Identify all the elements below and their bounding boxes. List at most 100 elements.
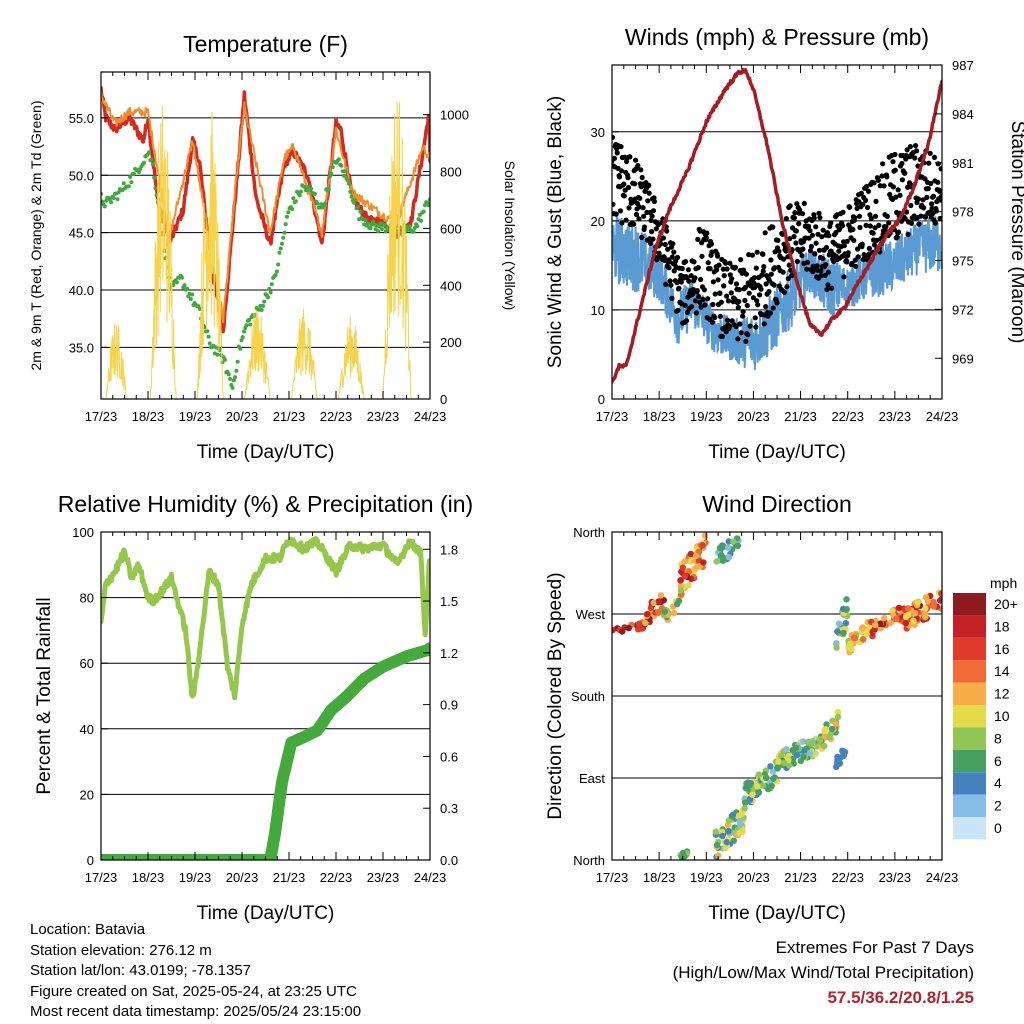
x-tick-label: 24/23	[414, 409, 447, 424]
gust-point	[817, 215, 823, 221]
gust-point	[816, 247, 823, 253]
dewpoint-point	[153, 186, 158, 190]
dewpoint-point	[129, 180, 134, 185]
x-tick-label: 23/23	[367, 870, 400, 885]
gust-point	[776, 248, 782, 254]
dewpoint-point	[248, 322, 253, 327]
gust-point	[816, 210, 822, 216]
gust-point	[738, 330, 744, 336]
direction-point	[793, 752, 801, 759]
dewpoint-point	[290, 207, 295, 212]
gust-point	[633, 157, 639, 163]
gust-point	[896, 229, 902, 235]
gust-point	[724, 266, 730, 272]
gust-point	[678, 279, 684, 285]
direction-point	[715, 852, 722, 859]
gust-point	[758, 286, 764, 292]
direction-point	[713, 558, 720, 565]
gust-point	[921, 205, 927, 211]
gust-point	[757, 292, 763, 298]
gust-point	[637, 195, 643, 201]
dewpoint-point	[330, 165, 335, 170]
recent-timestamp: Most recent data timestamp: 2025/05/24 2…	[30, 1003, 362, 1020]
gust-point	[746, 290, 752, 296]
gust-point	[691, 259, 697, 265]
direction-point	[701, 532, 709, 539]
direction-point	[833, 644, 840, 651]
direction-point	[725, 553, 732, 561]
gust-point	[822, 272, 828, 278]
gust-point	[819, 234, 825, 240]
colorbar-swatch	[953, 660, 986, 683]
dewpoint-point	[233, 375, 238, 380]
gust-point	[705, 260, 711, 266]
gust-point	[708, 241, 715, 247]
gust-point	[662, 241, 668, 248]
gust-point	[818, 268, 824, 274]
gust-point	[791, 234, 797, 240]
direction-point	[881, 614, 888, 622]
plot-area	[612, 67, 942, 384]
y-tick-right-label: 981	[952, 156, 974, 171]
dewpoint-point	[407, 224, 412, 229]
y-tick-right-label: 0.6	[440, 749, 458, 764]
dewpoint-point	[268, 290, 273, 295]
y-tick-right-label: 0.0	[440, 853, 458, 868]
direction-point	[723, 839, 730, 846]
gust-point	[693, 310, 700, 316]
gust-point	[674, 280, 680, 286]
temp9m-series	[101, 90, 430, 324]
dewpoint-point	[277, 250, 282, 255]
colorbar-swatch	[953, 705, 986, 728]
gust-point	[712, 291, 718, 297]
gust-point	[930, 193, 937, 199]
dewpoint-point	[242, 329, 246, 334]
gust-point	[654, 254, 660, 260]
x-axis-label: Time (Day/UTC)	[197, 903, 335, 924]
direction-point	[832, 720, 839, 727]
gust-point	[698, 276, 704, 283]
gust-point	[690, 291, 696, 297]
gust-point	[794, 258, 800, 265]
direction-point	[635, 620, 643, 627]
precip-series	[101, 643, 430, 860]
gust-point	[740, 309, 746, 315]
x-tick-label: 17/23	[596, 409, 629, 424]
direction-point	[774, 765, 781, 772]
dewpoint-point	[376, 229, 381, 234]
gust-point	[806, 223, 812, 229]
gust-point	[632, 181, 638, 187]
dewpoint-point	[278, 246, 283, 251]
gust-point	[877, 183, 883, 189]
direction-point	[655, 608, 662, 616]
gust-point	[645, 198, 651, 204]
direction-point	[866, 623, 874, 631]
colorbar-label: 10	[994, 708, 1010, 724]
direction-point	[806, 749, 814, 757]
x-tick-label: 24/23	[926, 870, 959, 885]
temp2m-series	[101, 86, 430, 334]
direction-point	[859, 624, 866, 631]
gust-point	[920, 197, 926, 203]
dewpoint-point	[286, 210, 291, 215]
x-tick-label: 19/23	[690, 409, 723, 424]
x-tick-label: 20/23	[226, 870, 259, 885]
gust-point	[925, 186, 931, 192]
gust-point	[872, 213, 879, 219]
gust-point	[908, 220, 915, 226]
gust-point	[736, 287, 742, 293]
direction-point	[644, 610, 651, 618]
gust-point	[872, 242, 878, 248]
gust-point	[668, 282, 674, 288]
gust-point	[695, 236, 701, 242]
dewpoint-point	[197, 306, 202, 311]
gust-point	[689, 304, 695, 310]
gust-point	[721, 273, 727, 279]
gust-point	[664, 228, 670, 234]
dewpoint-point	[190, 292, 195, 297]
direction-point	[930, 603, 938, 610]
direction-point	[895, 604, 903, 611]
gust-point	[646, 190, 652, 196]
dewpoint-point	[147, 150, 152, 155]
direction-point	[619, 628, 626, 635]
